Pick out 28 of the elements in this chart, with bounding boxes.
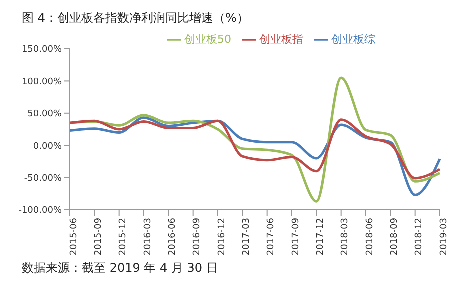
x-tick-label: 2017-09 <box>291 218 302 256</box>
line-series <box>68 118 442 180</box>
x-tick-label: 2017-06 <box>266 218 277 256</box>
x-tick-label: 2018-09 <box>390 218 400 256</box>
legend-label: 创业板50 <box>184 33 232 46</box>
legend-label: 创业板综 <box>332 33 376 46</box>
x-tick-label: 2018-12 <box>414 218 425 256</box>
x-tick-label: 2019-03 <box>439 218 450 256</box>
x-tick-label: 2017-03 <box>242 218 252 256</box>
legend-label: 创业板指 <box>260 33 304 46</box>
y-tick-label: 100.00% <box>22 77 62 88</box>
x-tick-label: 2016-09 <box>192 218 203 256</box>
x-tick-label: 2016-03 <box>143 218 154 256</box>
x-tick-label: 2015-09 <box>94 218 104 256</box>
source-note: 数据来源：截至 2019 年 4 月 30 日 <box>22 260 218 277</box>
chart-title: 图 4：创业板各指数净利润同比增速（%） <box>22 10 249 27</box>
y-tick-label: -50.00% <box>24 174 62 184</box>
x-tick-label: 2015-12 <box>118 218 129 256</box>
x-tick-label: 2018-03 <box>340 218 351 256</box>
x-tick-label: 2017-12 <box>316 218 326 256</box>
y-tick-label: 0.00% <box>33 142 62 152</box>
x-tick-label: 2016-12 <box>217 218 228 256</box>
y-tick-label: -100.00% <box>18 206 62 216</box>
y-tick-label: 150.00% <box>22 45 62 56</box>
x-tick-label: 2016-06 <box>168 218 178 256</box>
x-tick-label: 2015-06 <box>69 218 80 256</box>
x-tick-label: 2018-06 <box>365 218 376 256</box>
y-tick-label: 50.00% <box>28 110 62 120</box>
